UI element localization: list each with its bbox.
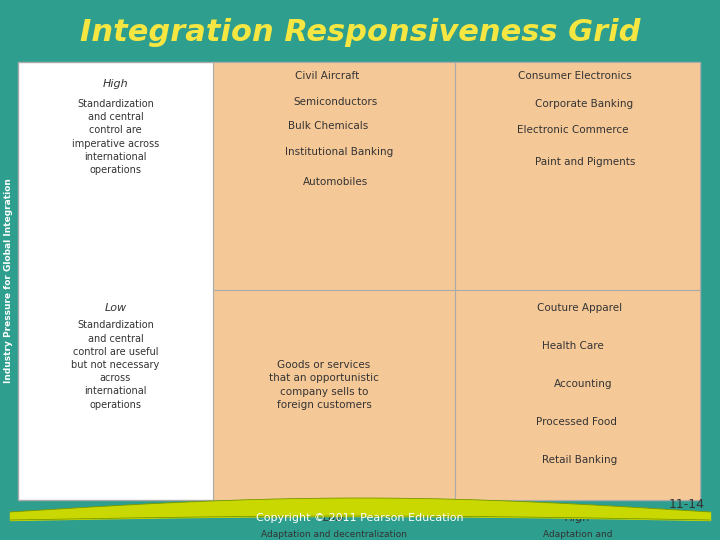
Text: Semiconductors: Semiconductors: [293, 97, 377, 107]
Text: Processed Food: Processed Food: [536, 417, 617, 427]
Text: Civil Aircraft: Civil Aircraft: [294, 71, 359, 81]
Text: Goods or services
that an opportunistic
company sells to
foreign customers: Goods or services that an opportunistic …: [269, 360, 379, 410]
Bar: [213, 290, 455, 500]
Bar: [213, 62, 455, 290]
Bar: [455, 290, 700, 500]
Text: Bulk Chemicals: Bulk Chemicals: [288, 121, 368, 131]
Text: Accounting: Accounting: [554, 379, 613, 389]
Text: 11-14: 11-14: [669, 497, 705, 510]
Text: Health Care: Health Care: [541, 341, 603, 351]
Text: High: High: [564, 513, 590, 523]
Text: Institutional Banking: Institutional Banking: [284, 147, 393, 157]
Bar: [455, 62, 700, 290]
Text: Copyright © 2011 Pearson Education: Copyright © 2011 Pearson Education: [256, 513, 464, 523]
Text: Consumer Electronics: Consumer Electronics: [518, 71, 632, 81]
Text: Retail Banking: Retail Banking: [542, 455, 618, 465]
Text: Standardization
and central
control are useful
but not necessary
across
internat: Standardization and central control are …: [71, 320, 160, 410]
Text: High: High: [103, 79, 128, 89]
Text: Integration Responsiveness Grid: Integration Responsiveness Grid: [80, 18, 640, 47]
Text: Adaptation and
decentralization are needed to
sell customized products to
differ: Adaptation and decentralization are need…: [508, 530, 647, 540]
Text: Couture Apparel: Couture Apparel: [537, 303, 623, 313]
Text: Adaptation and decentralization
are unnecessary to sell generic
products to simi: Adaptation and decentralization are unne…: [261, 530, 407, 540]
Bar: [18, 62, 700, 500]
Text: Industry Pressure for Global Integration: Industry Pressure for Global Integration: [4, 179, 14, 383]
Text: Corporate Banking: Corporate Banking: [534, 99, 633, 109]
Text: Automobiles: Automobiles: [302, 177, 368, 187]
Text: Low: Low: [104, 303, 127, 313]
Text: Standardization
and central
control are
imperative across
international
operatio: Standardization and central control are …: [72, 99, 159, 175]
Text: Paint and Pigments: Paint and Pigments: [535, 157, 635, 167]
Text: Low: Low: [323, 513, 345, 523]
Text: Electronic Commerce: Electronic Commerce: [517, 125, 629, 135]
